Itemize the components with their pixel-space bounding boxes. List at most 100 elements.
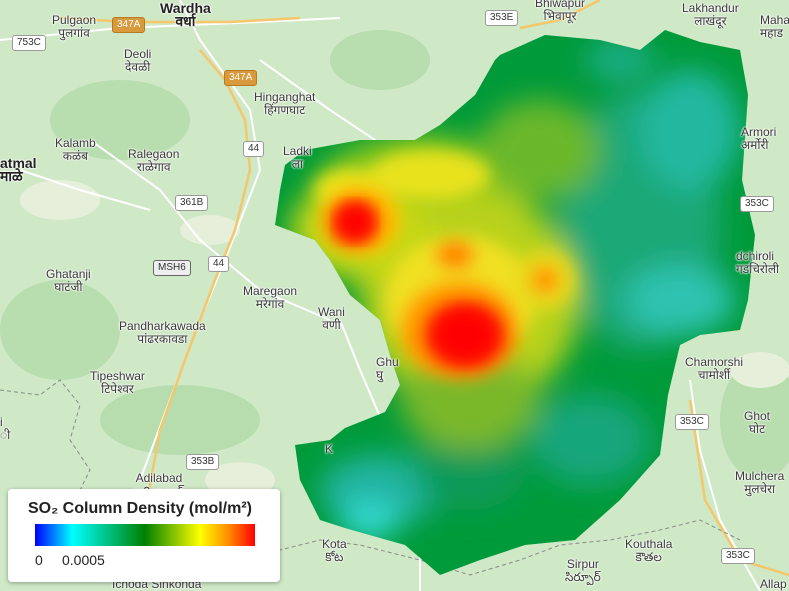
place-local-name: राळेगाव [136,160,171,174]
place-local-name: अर्मोरी [741,138,769,152]
place-ghot[interactable]: Ghot घोट [744,410,770,436]
place-local-name: पुलगांव [58,26,90,40]
place-name: Wani [318,305,345,319]
place-gadchiroli[interactable]: dchiroli गडचिरोली [736,250,779,276]
place-chamorshi[interactable]: Chamorshi चामोर्शी [685,356,743,382]
place-k[interactable]: K [325,443,333,456]
place-local-name: टिपेश्वर [101,382,134,396]
place-allap[interactable]: Allap [760,578,787,591]
place-name: Maregaon [243,284,298,298]
place-mulchera[interactable]: Mulchera मुलचेरा [735,470,784,496]
road-shield-361b: 361B [175,195,209,211]
road-shield-44: 44 [243,141,265,157]
place-local-name: కౌతల [635,550,662,564]
place-name: Deoli [124,47,152,61]
place-name: Ghu [376,355,399,369]
place-name: Tipeshwar [90,369,145,383]
place-name: Ladki [283,144,312,158]
road-shield-353b: 353B [186,454,220,470]
place-wardha[interactable]: Wardha वर्धा [160,0,211,29]
place-name: atmal [0,155,37,171]
place-name: Wardha [160,0,211,16]
place-lakhandur[interactable]: Lakhandur लाखंदूर [682,2,739,28]
place-yavatmal[interactable]: atmal माळे [0,155,37,184]
place-name: Ralegaon [128,147,180,161]
place-local-name: पांढरकावडा [137,332,188,346]
place-maha[interactable]: Maha महाड [760,14,789,40]
place-local-name: देवळी [125,60,151,74]
place-name: Mulchera [735,469,785,483]
place-local-name: ला [291,157,303,171]
place-name: Kalamb [55,136,96,150]
place-local-name: माळे [0,168,23,184]
place-local-name: वर्धा [175,13,196,29]
place-local-name: घोट [748,422,766,436]
legend-color-ramp [35,524,255,546]
place-pandharkawada[interactable]: Pandharkawada पांढरकावडा [119,320,206,346]
place-hinganghat[interactable]: Hinganghat हिंगणघाट [254,91,315,117]
place-local-name: కోట [325,550,344,564]
place-ghatanji[interactable]: Ghatanji घाटंजी [46,268,91,294]
place-name: Allap [760,577,787,591]
place-i[interactable]: i ी [0,416,10,442]
place-bhiwapur[interactable]: Bhiwapur भिवापूर [535,0,585,23]
place-name: Bhiwapur [535,0,586,10]
place-local-name: भिवापूर [543,9,577,23]
place-ralegaon[interactable]: Ralegaon राळेगाव [128,148,179,174]
place-local-name: कळंब [62,149,88,163]
place-name: Kouthala [625,537,673,551]
place-name: Lakhandur [682,1,739,15]
place-maregaon[interactable]: Maregaon मरेगांव [243,285,297,311]
place-name: Ghatanji [46,267,91,281]
legend-panel: SO₂ Column Density (mol/m²) 0 0.0005 [8,489,280,582]
place-local-name: गडचिरोली [736,262,780,276]
place-name: dchiroli [736,249,775,263]
place-pulgaon[interactable]: Pulgaon पुलगांव [52,14,96,40]
place-name: Chamorshi [685,355,744,369]
place-name: Pulgaon [52,13,97,27]
place-name: Sirpur [566,557,599,571]
place-local-name: घाटंजी [54,280,83,294]
legend-max-value: 0.0005 [62,552,105,568]
place-local-name: महाड [760,26,784,40]
road-shield-753c: 753C [12,35,46,51]
road-shield-44-2: 44 [208,256,230,272]
place-local-name: वणी [322,318,341,332]
road-shield-msh6: MSH6 [153,260,191,276]
place-tipeshwar[interactable]: Tipeshwar टिपेश्वर [90,370,145,396]
place-kota[interactable]: Kota కోట [322,538,347,564]
place-local-name: मरेगांव [255,297,285,311]
road-shield-353c-2: 353C [675,414,709,430]
place-local-name: घु [376,368,384,382]
legend-title: SO₂ Column Density (mol/m²) [28,500,253,517]
place-name: Maha [760,13,789,27]
place-local-name: ी [0,428,11,442]
place-name: Kota [322,537,347,551]
place-ladki[interactable]: Ladki ला [283,145,312,171]
road-shield-347a-2: 347A [224,70,258,86]
place-local-name: हिंगणघाट [264,103,306,117]
place-name: Hinganghat [254,90,316,104]
place-name: i [0,415,3,429]
road-shield-347a: 347A [112,17,146,33]
legend-min-value: 0 [35,552,43,568]
place-kouthala[interactable]: Kouthala కౌతల [625,538,672,564]
place-name: Pandharkawada [119,319,206,333]
road-shield-353c: 353C [740,196,774,212]
place-name: Adilabad [135,471,183,485]
place-kalamb[interactable]: Kalamb कळंब [55,137,96,163]
place-local-name: लाखंदूर [694,14,727,28]
place-armori[interactable]: Armori अर्मोरी [741,126,776,152]
place-local-name: चामोर्शी [697,368,731,382]
place-ghu[interactable]: Ghu घु [376,356,399,382]
place-deoli[interactable]: Deoli देवळी [124,48,151,74]
place-wani[interactable]: Wani वणी [318,306,345,332]
place-name: K [325,442,334,456]
road-shield-353e: 353E [485,10,519,26]
place-sirpur[interactable]: Sirpur సిర్పూర్ [565,558,601,584]
major-roads [59,0,789,577]
road-shield-353c-3: 353C [721,548,755,564]
place-name: Armori [741,125,777,139]
place-name: Ghot [744,409,771,423]
